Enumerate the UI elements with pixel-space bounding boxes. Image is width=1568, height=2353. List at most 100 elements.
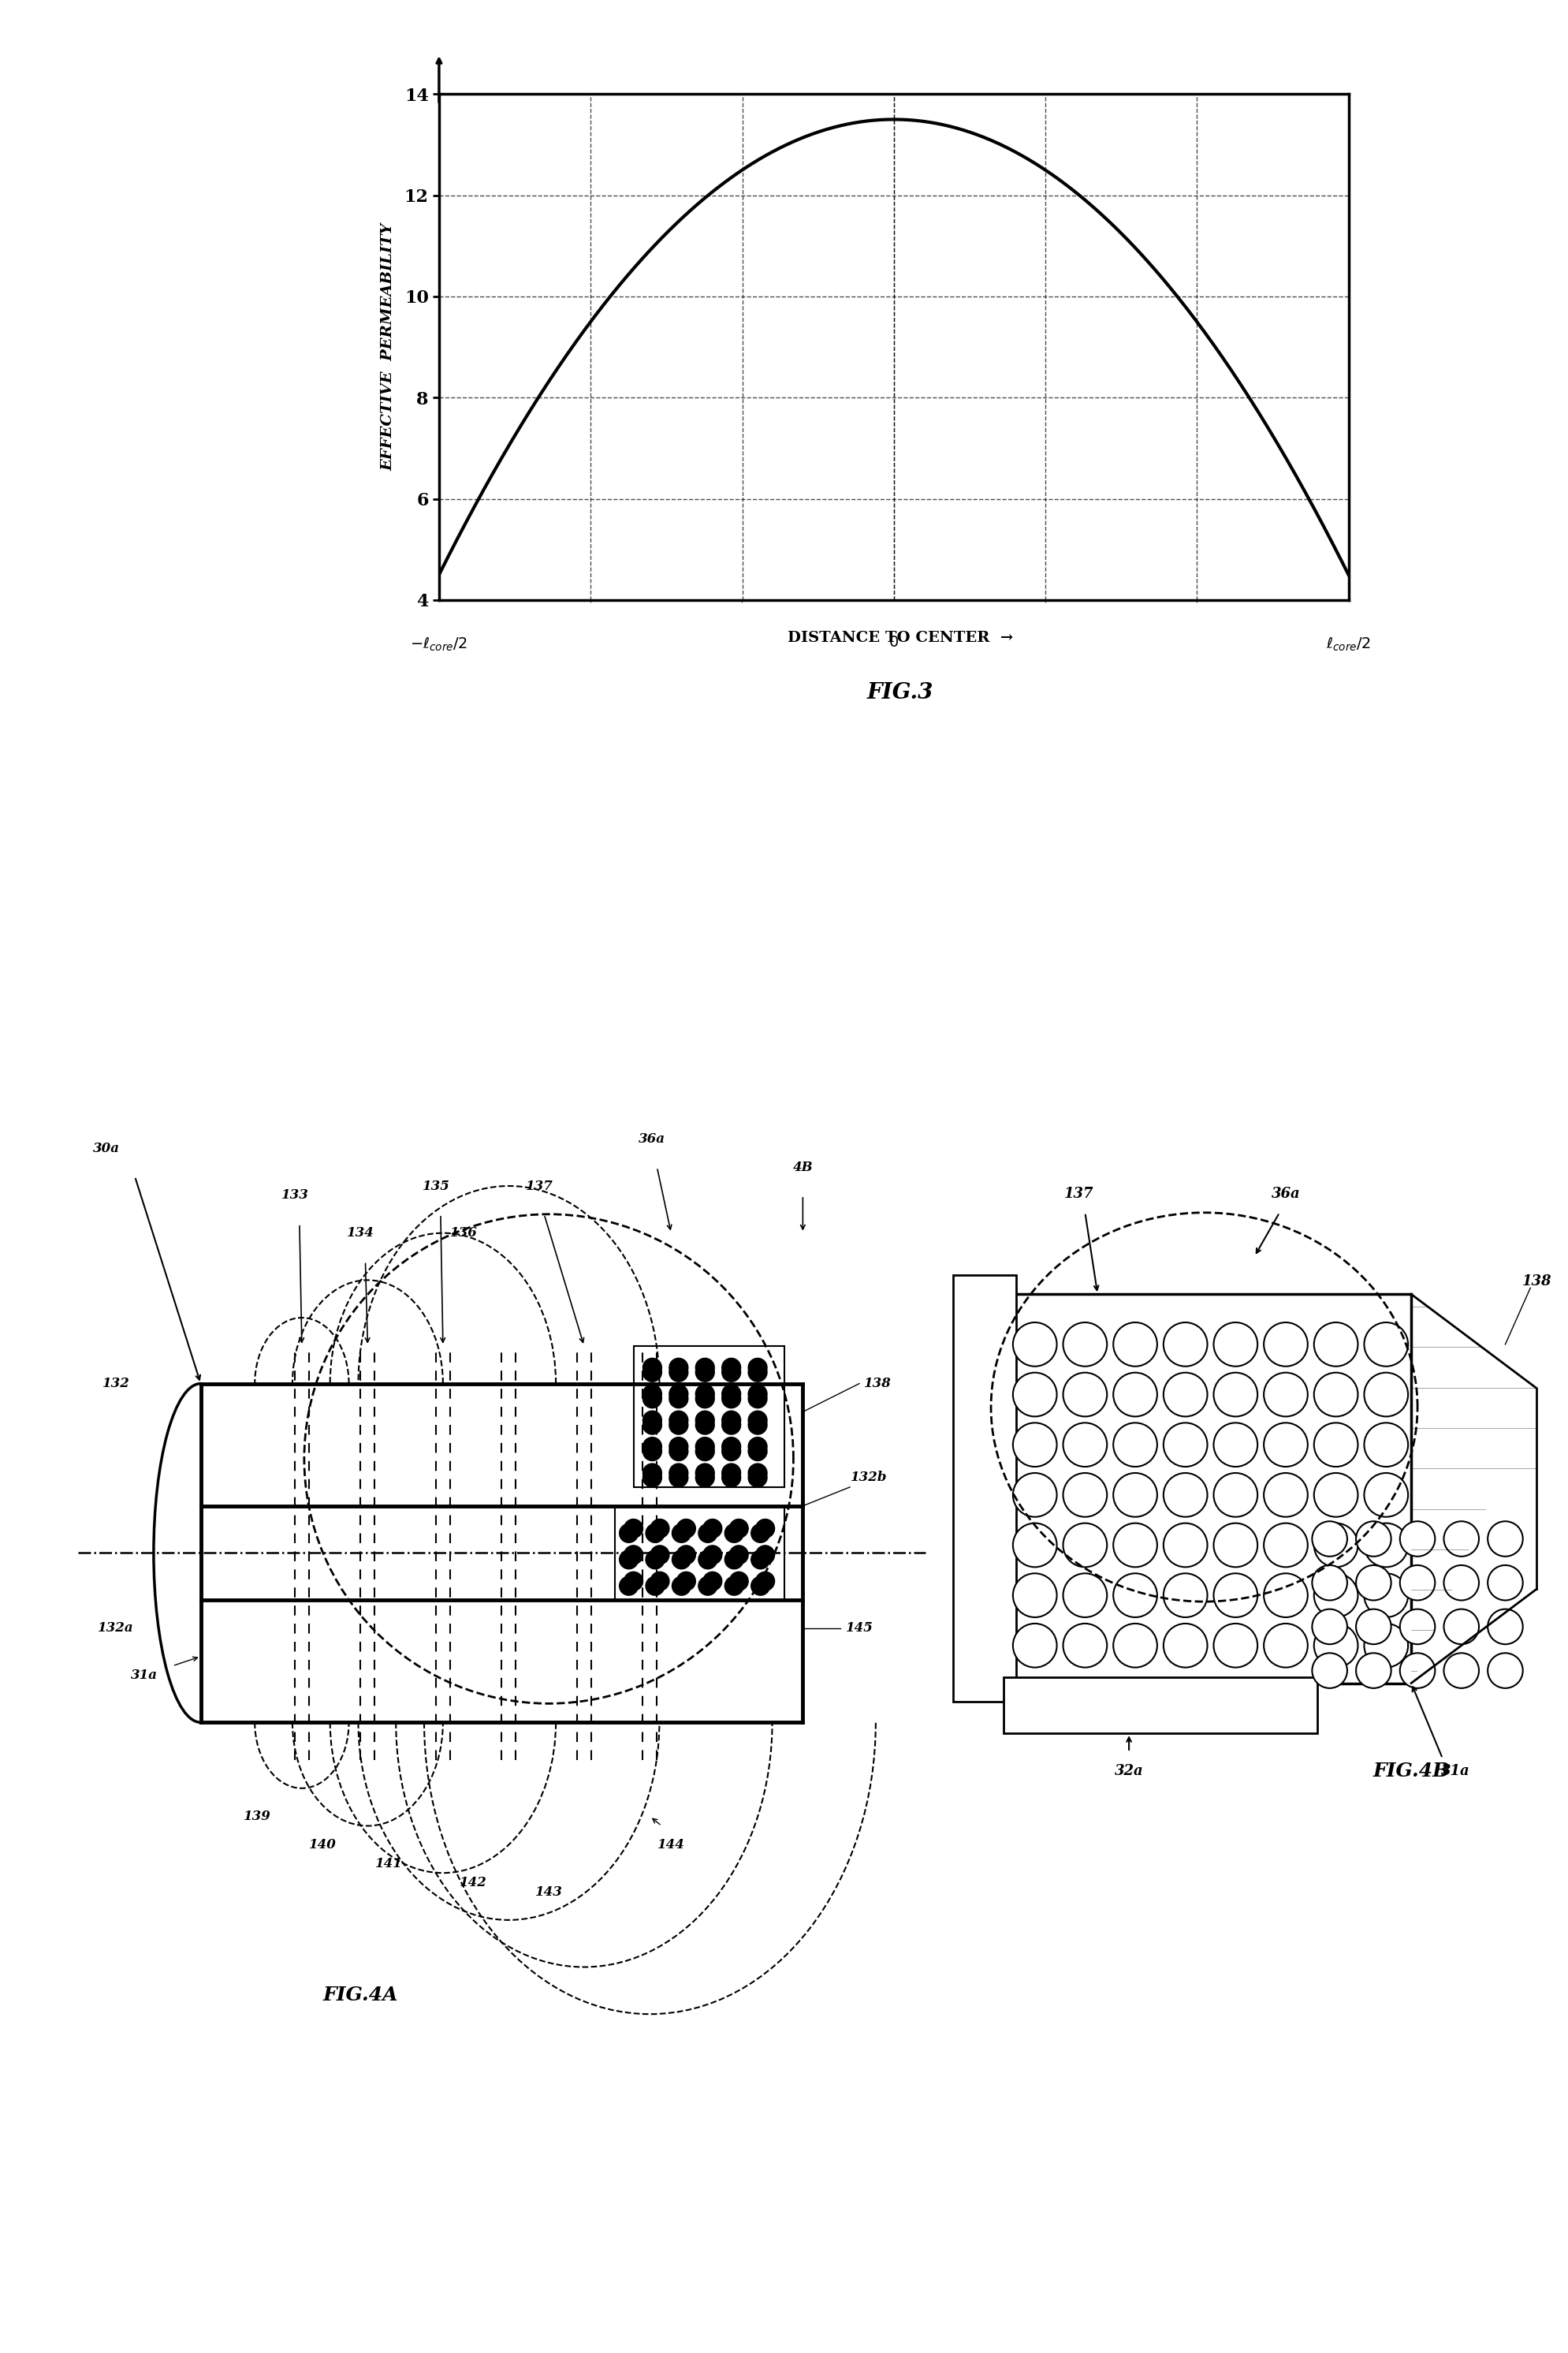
Circle shape bbox=[624, 1520, 643, 1539]
Circle shape bbox=[1163, 1624, 1207, 1668]
Circle shape bbox=[1013, 1372, 1057, 1417]
Text: 134: 134 bbox=[347, 1226, 375, 1240]
Circle shape bbox=[696, 1464, 715, 1482]
Circle shape bbox=[643, 1417, 662, 1435]
Circle shape bbox=[1312, 1609, 1347, 1645]
Text: 143: 143 bbox=[535, 1885, 563, 1899]
Text: 31a: 31a bbox=[130, 1668, 158, 1682]
Circle shape bbox=[670, 1388, 688, 1407]
Text: 138: 138 bbox=[864, 1377, 892, 1391]
Circle shape bbox=[751, 1551, 770, 1569]
Circle shape bbox=[1444, 1609, 1479, 1645]
Circle shape bbox=[1163, 1372, 1207, 1417]
Bar bbox=[1004, 1678, 1317, 1734]
Circle shape bbox=[1013, 1522, 1057, 1567]
Circle shape bbox=[1314, 1322, 1358, 1367]
Circle shape bbox=[1214, 1522, 1258, 1567]
Circle shape bbox=[1400, 1609, 1435, 1645]
Circle shape bbox=[670, 1468, 688, 1487]
Circle shape bbox=[1444, 1654, 1479, 1687]
Circle shape bbox=[651, 1572, 670, 1591]
Circle shape bbox=[1312, 1522, 1347, 1555]
Circle shape bbox=[670, 1438, 688, 1457]
Circle shape bbox=[1356, 1565, 1391, 1600]
Circle shape bbox=[696, 1442, 715, 1461]
Bar bbox=[1004, 1294, 1411, 1682]
Circle shape bbox=[696, 1362, 715, 1381]
Text: 137: 137 bbox=[1065, 1186, 1093, 1200]
Circle shape bbox=[721, 1412, 740, 1431]
Circle shape bbox=[1364, 1322, 1408, 1367]
Circle shape bbox=[1013, 1424, 1057, 1466]
Y-axis label: EFFECTIVE  PERMEABILITY: EFFECTIVE PERMEABILITY bbox=[381, 224, 395, 471]
Text: 133: 133 bbox=[281, 1188, 309, 1202]
Circle shape bbox=[1364, 1522, 1408, 1567]
Circle shape bbox=[1356, 1609, 1391, 1645]
Circle shape bbox=[643, 1362, 662, 1381]
Circle shape bbox=[1314, 1372, 1358, 1417]
Circle shape bbox=[748, 1442, 767, 1461]
Circle shape bbox=[748, 1464, 767, 1482]
Circle shape bbox=[748, 1362, 767, 1381]
Circle shape bbox=[1113, 1372, 1157, 1417]
Text: 31a: 31a bbox=[1441, 1765, 1469, 1779]
Text: 139: 139 bbox=[243, 1809, 271, 1824]
Circle shape bbox=[643, 1358, 662, 1377]
Text: $\ell_{core}/2$: $\ell_{core}/2$ bbox=[1327, 635, 1370, 654]
Circle shape bbox=[721, 1438, 740, 1457]
Circle shape bbox=[1364, 1473, 1408, 1518]
Circle shape bbox=[643, 1388, 662, 1407]
Circle shape bbox=[748, 1417, 767, 1435]
Circle shape bbox=[677, 1546, 696, 1565]
Circle shape bbox=[1314, 1473, 1358, 1518]
Circle shape bbox=[1312, 1654, 1347, 1687]
Circle shape bbox=[1013, 1574, 1057, 1617]
Circle shape bbox=[1113, 1624, 1157, 1668]
Circle shape bbox=[721, 1468, 740, 1487]
Circle shape bbox=[670, 1442, 688, 1461]
Circle shape bbox=[729, 1520, 748, 1539]
Circle shape bbox=[1312, 1565, 1347, 1600]
Circle shape bbox=[698, 1577, 717, 1595]
Circle shape bbox=[1314, 1522, 1358, 1567]
Text: FIG.4B: FIG.4B bbox=[1374, 1762, 1449, 1781]
Circle shape bbox=[1163, 1322, 1207, 1367]
Circle shape bbox=[670, 1464, 688, 1482]
Circle shape bbox=[670, 1417, 688, 1435]
Circle shape bbox=[702, 1572, 721, 1591]
Circle shape bbox=[1488, 1565, 1523, 1600]
Bar bbox=[953, 1275, 1016, 1701]
Circle shape bbox=[1013, 1473, 1057, 1518]
Text: 132b: 132b bbox=[850, 1471, 887, 1485]
Circle shape bbox=[724, 1551, 743, 1569]
Circle shape bbox=[673, 1577, 691, 1595]
Circle shape bbox=[1364, 1574, 1408, 1617]
Circle shape bbox=[721, 1417, 740, 1435]
Text: 132a: 132a bbox=[99, 1621, 133, 1635]
Text: 36a: 36a bbox=[1272, 1186, 1300, 1200]
Text: 137: 137 bbox=[525, 1179, 554, 1193]
Circle shape bbox=[1264, 1424, 1308, 1466]
Circle shape bbox=[1444, 1522, 1479, 1555]
Circle shape bbox=[1488, 1522, 1523, 1555]
Circle shape bbox=[1214, 1424, 1258, 1466]
Circle shape bbox=[696, 1468, 715, 1487]
Circle shape bbox=[1063, 1522, 1107, 1567]
Circle shape bbox=[646, 1577, 665, 1595]
Circle shape bbox=[1264, 1473, 1308, 1518]
Circle shape bbox=[696, 1412, 715, 1431]
Text: 36a: 36a bbox=[638, 1132, 666, 1146]
Circle shape bbox=[1013, 1322, 1057, 1367]
Circle shape bbox=[643, 1468, 662, 1487]
Circle shape bbox=[643, 1464, 662, 1482]
Circle shape bbox=[1163, 1574, 1207, 1617]
Bar bbox=[615, 1506, 784, 1600]
Circle shape bbox=[748, 1438, 767, 1457]
Circle shape bbox=[1063, 1424, 1107, 1466]
Text: FIG.3: FIG.3 bbox=[867, 682, 933, 704]
Circle shape bbox=[1113, 1322, 1157, 1367]
Text: $-\ell_{core}/2$: $-\ell_{core}/2$ bbox=[411, 635, 467, 654]
Circle shape bbox=[1063, 1574, 1107, 1617]
Circle shape bbox=[724, 1525, 743, 1544]
Text: DISTANCE TO CENTER  →: DISTANCE TO CENTER → bbox=[787, 631, 1013, 645]
